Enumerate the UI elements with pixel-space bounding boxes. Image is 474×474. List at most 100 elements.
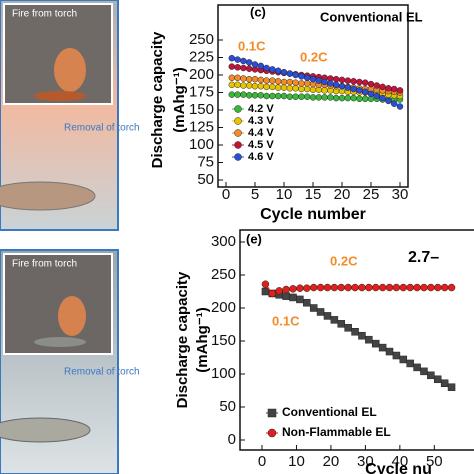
marker xyxy=(282,285,290,294)
marker xyxy=(240,82,247,89)
marker xyxy=(286,78,294,86)
marker xyxy=(257,62,265,70)
marker xyxy=(240,91,247,98)
marker xyxy=(280,92,288,100)
legend-marker xyxy=(234,129,242,137)
marker xyxy=(385,283,394,292)
legend-label: Conventional EL xyxy=(282,405,377,419)
marker xyxy=(316,308,325,316)
marker xyxy=(427,371,435,380)
marker xyxy=(274,67,282,75)
marker xyxy=(350,85,357,93)
marker xyxy=(298,93,305,100)
marker xyxy=(303,80,311,87)
marker xyxy=(251,75,259,83)
marker xyxy=(269,92,276,100)
legend-marker xyxy=(234,105,242,113)
marker xyxy=(330,316,339,324)
marker xyxy=(330,283,339,292)
y-axis-label: (mAhg⁻¹) xyxy=(171,67,188,132)
marker xyxy=(303,284,311,292)
marker xyxy=(251,82,259,90)
y-tick-label: 100 xyxy=(211,365,236,382)
marker xyxy=(323,283,332,292)
marker xyxy=(303,74,311,82)
marker xyxy=(385,347,394,356)
marker xyxy=(406,283,414,292)
x-tick-label: 30 xyxy=(357,453,374,470)
marker xyxy=(323,312,332,320)
x-tick-label: 10 xyxy=(276,186,293,203)
marker xyxy=(434,375,442,384)
marker xyxy=(327,80,334,87)
marker xyxy=(261,287,270,296)
photo-bottom: Fire from torch Removal of torch xyxy=(0,249,140,474)
marker xyxy=(228,74,236,82)
marker xyxy=(282,292,290,300)
marker xyxy=(361,95,369,103)
marker xyxy=(351,283,359,292)
marker xyxy=(356,78,363,86)
y-tick-label: 0 xyxy=(228,431,236,448)
marker xyxy=(440,283,449,292)
marker xyxy=(365,283,373,292)
marker xyxy=(356,87,363,94)
marker xyxy=(257,92,265,99)
marker xyxy=(392,283,401,292)
legend-label: 4.4 V xyxy=(248,127,274,139)
x-tick-label: 25 xyxy=(363,186,380,203)
marker xyxy=(289,293,297,302)
marker xyxy=(344,324,352,332)
marker xyxy=(413,363,421,372)
marker xyxy=(234,56,241,63)
marker xyxy=(274,84,282,91)
y-tick-label: 75 xyxy=(197,153,214,170)
marker xyxy=(263,83,270,91)
marker xyxy=(257,76,265,84)
marker xyxy=(303,298,311,307)
marker xyxy=(371,283,380,292)
marker xyxy=(361,88,369,96)
x-tick-label: 10 xyxy=(288,453,305,470)
legend-marker xyxy=(267,408,277,418)
marker xyxy=(234,64,241,71)
marker xyxy=(292,93,299,100)
marker xyxy=(280,84,288,91)
plot-frame xyxy=(239,229,474,451)
y-tick-label: 150 xyxy=(189,101,214,118)
marker xyxy=(228,81,236,89)
x-axis-label: Cycle number xyxy=(260,206,366,223)
x-tick-label: 0 xyxy=(258,453,266,470)
marker xyxy=(321,94,328,101)
marker xyxy=(385,97,392,105)
annotation: 0.2C xyxy=(330,253,358,268)
marker xyxy=(251,61,259,68)
photo-label: Fire from torch xyxy=(12,259,77,270)
marker xyxy=(332,94,340,102)
marker xyxy=(309,94,317,101)
marker xyxy=(356,95,363,103)
marker xyxy=(440,379,449,387)
x-tick-label: 30 xyxy=(392,186,409,203)
marker xyxy=(392,351,401,360)
marker xyxy=(269,77,276,84)
marker xyxy=(298,85,305,93)
marker xyxy=(337,283,346,292)
x-tick-label: 20 xyxy=(334,186,351,203)
chart-title: Conventional EL xyxy=(320,9,423,24)
y-tick-label: 50 xyxy=(197,171,214,188)
marker xyxy=(358,331,366,340)
marker xyxy=(332,81,340,89)
marker xyxy=(240,57,247,65)
marker xyxy=(292,85,299,92)
marker xyxy=(251,92,259,99)
legend-label: 4.6 V xyxy=(248,151,274,163)
y-tick-label: 200 xyxy=(211,299,236,316)
marker xyxy=(321,87,328,94)
annotation: 0.1C xyxy=(272,313,300,328)
x-tick-label: 5 xyxy=(251,186,259,203)
y-tick-label: 250 xyxy=(211,266,236,283)
legend-label: 4.2 V xyxy=(248,103,274,115)
marker xyxy=(234,74,241,82)
x-tick-label: 15 xyxy=(305,186,322,203)
